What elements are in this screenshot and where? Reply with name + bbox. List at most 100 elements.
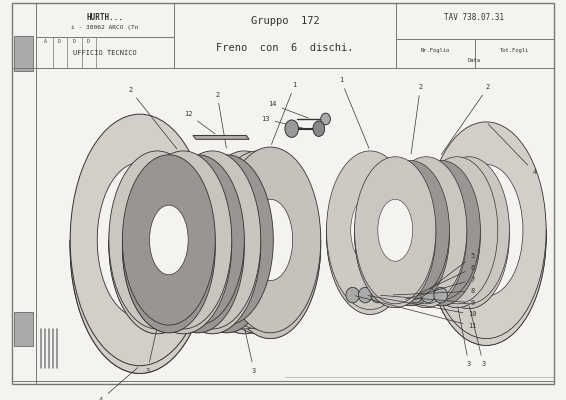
Text: 1: 1 (339, 77, 369, 148)
Text: 2: 2 (411, 84, 422, 154)
Text: 2: 2 (128, 87, 177, 149)
Polygon shape (220, 240, 321, 338)
Ellipse shape (372, 166, 449, 306)
Text: 6: 6 (418, 265, 475, 294)
Ellipse shape (449, 171, 523, 303)
Ellipse shape (122, 162, 215, 333)
Ellipse shape (428, 157, 509, 304)
Ellipse shape (70, 114, 209, 366)
Text: 12: 12 (184, 111, 215, 134)
Ellipse shape (313, 121, 325, 136)
Text: UFFICIO TECNICO: UFFICIO TECNICO (73, 50, 137, 56)
Ellipse shape (346, 287, 359, 303)
Ellipse shape (196, 156, 293, 334)
Polygon shape (372, 230, 449, 306)
Text: A: A (44, 39, 46, 44)
Ellipse shape (417, 161, 498, 308)
Polygon shape (417, 230, 498, 308)
Ellipse shape (372, 161, 449, 300)
Ellipse shape (135, 151, 231, 329)
Ellipse shape (152, 162, 245, 333)
Ellipse shape (164, 156, 261, 334)
Ellipse shape (248, 205, 293, 286)
Ellipse shape (351, 200, 389, 270)
Bar (14, 36, 33, 71)
Ellipse shape (409, 287, 422, 303)
Ellipse shape (191, 206, 234, 284)
Ellipse shape (327, 156, 414, 314)
Ellipse shape (403, 166, 481, 306)
Ellipse shape (385, 161, 467, 308)
Text: HURTH...: HURTH... (87, 13, 123, 22)
Ellipse shape (321, 113, 331, 125)
Ellipse shape (351, 196, 389, 265)
Ellipse shape (409, 199, 444, 261)
Text: 7: 7 (406, 277, 475, 299)
Ellipse shape (136, 206, 178, 284)
Ellipse shape (425, 207, 458, 265)
Polygon shape (109, 240, 205, 334)
Ellipse shape (385, 157, 467, 304)
Ellipse shape (196, 151, 293, 329)
Ellipse shape (162, 201, 205, 279)
Ellipse shape (178, 213, 217, 282)
Polygon shape (193, 136, 249, 139)
Text: 2: 2 (215, 92, 226, 148)
Ellipse shape (209, 151, 306, 329)
Ellipse shape (451, 204, 486, 266)
Text: Data: Data (468, 58, 481, 64)
Ellipse shape (164, 151, 261, 329)
Ellipse shape (109, 156, 205, 334)
Polygon shape (327, 230, 414, 314)
Ellipse shape (208, 205, 246, 275)
Ellipse shape (223, 206, 265, 284)
Ellipse shape (378, 199, 413, 261)
Text: i - 38062 ARCO (Tn: i - 38062 ARCO (Tn (71, 24, 139, 30)
Ellipse shape (97, 162, 182, 317)
Polygon shape (135, 240, 231, 334)
Ellipse shape (178, 205, 217, 275)
Ellipse shape (440, 199, 474, 261)
Ellipse shape (395, 207, 427, 265)
Text: 2: 2 (441, 84, 490, 154)
Ellipse shape (285, 120, 298, 137)
Ellipse shape (149, 205, 188, 275)
Ellipse shape (409, 203, 444, 265)
Text: 14: 14 (268, 102, 308, 118)
Polygon shape (122, 240, 215, 333)
Ellipse shape (358, 287, 372, 303)
Ellipse shape (220, 153, 321, 339)
Ellipse shape (421, 287, 435, 303)
Ellipse shape (191, 201, 234, 279)
Polygon shape (209, 240, 306, 334)
Ellipse shape (152, 155, 245, 325)
Text: Tot.Fogli: Tot.Fogli (500, 48, 529, 53)
Text: 9: 9 (380, 295, 475, 306)
Text: TAV 738.07.31: TAV 738.07.31 (444, 13, 505, 22)
Ellipse shape (426, 129, 546, 345)
Ellipse shape (434, 287, 448, 303)
Ellipse shape (378, 203, 413, 265)
Ellipse shape (327, 151, 414, 310)
Ellipse shape (425, 201, 458, 259)
Text: 4: 4 (488, 124, 537, 175)
Polygon shape (70, 240, 209, 373)
Ellipse shape (97, 170, 182, 325)
Ellipse shape (209, 156, 306, 334)
Ellipse shape (109, 151, 205, 329)
Polygon shape (181, 240, 273, 333)
Polygon shape (403, 230, 481, 306)
Ellipse shape (354, 157, 436, 304)
Ellipse shape (223, 201, 265, 279)
Polygon shape (354, 230, 436, 308)
Ellipse shape (162, 206, 205, 284)
Text: D: D (58, 39, 61, 44)
Ellipse shape (136, 201, 178, 279)
Text: Gruppo  172: Gruppo 172 (251, 16, 319, 26)
Ellipse shape (395, 201, 427, 259)
Ellipse shape (428, 162, 509, 309)
Text: 13: 13 (261, 116, 303, 128)
Ellipse shape (237, 201, 279, 279)
Text: 3: 3 (245, 330, 256, 374)
Text: 4: 4 (99, 368, 138, 400)
